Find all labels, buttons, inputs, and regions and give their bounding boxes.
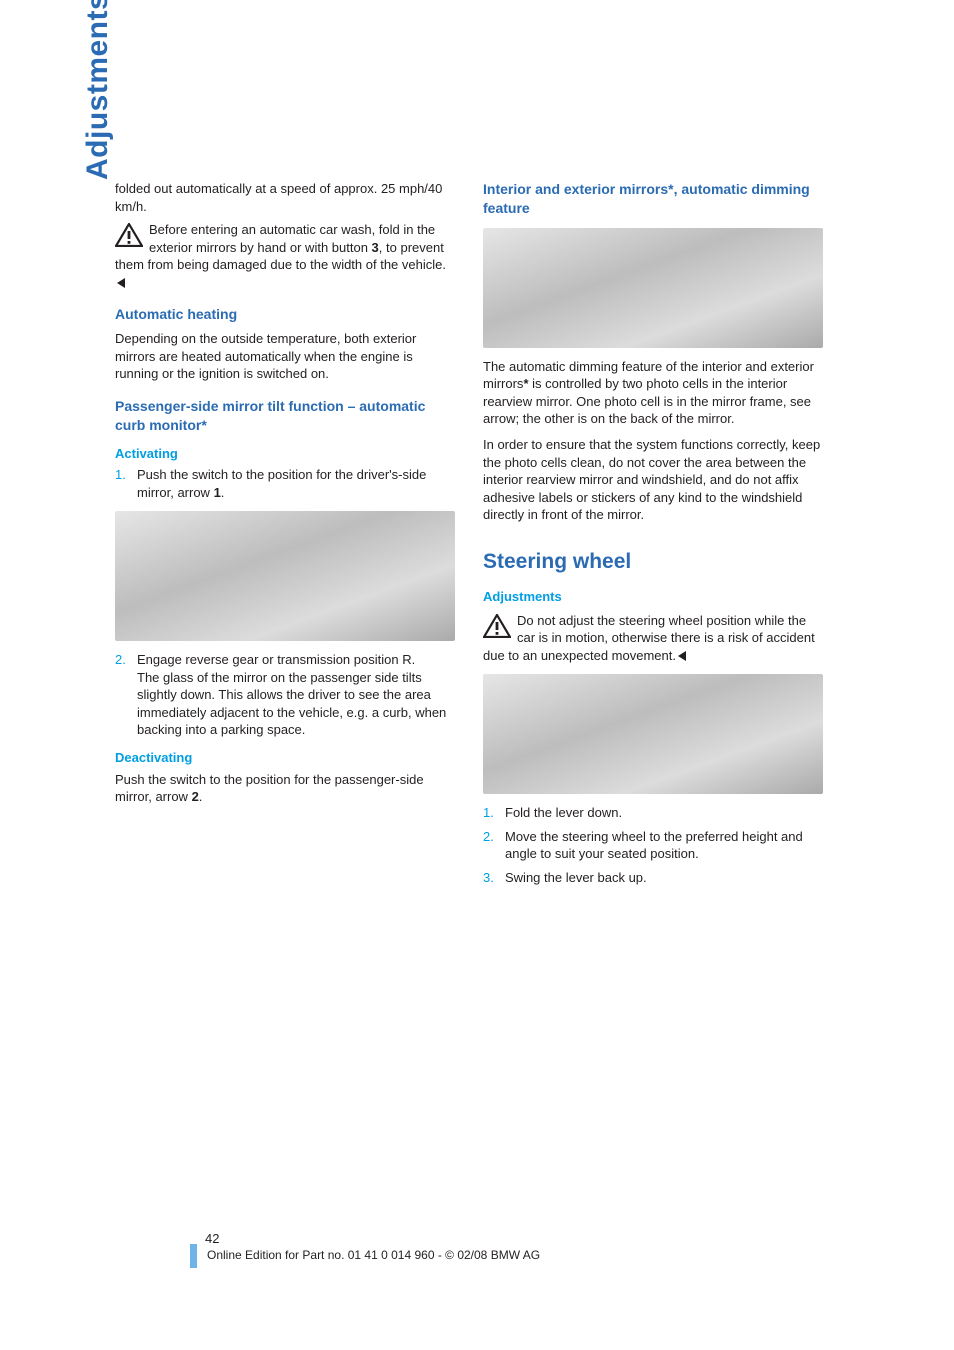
list-text-suffix: .: [221, 485, 225, 500]
list-number: 1.: [115, 466, 126, 484]
list-text-b: The glass of the mirror on the passenger…: [137, 670, 446, 738]
deact-bold-2: 2: [192, 789, 199, 804]
side-tab-adjustments: Adjustments: [78, 0, 119, 180]
heading-passenger-mirror: Passenger-side mirror tilt function – au…: [115, 397, 455, 435]
figure-steering-lever: [483, 674, 823, 794]
list-item: 1. Fold the lever down.: [483, 804, 823, 822]
activating-list-cont: 2. Engage reverse gear or transmission p…: [115, 651, 455, 739]
deact-text-b: .: [199, 789, 203, 804]
list-number: 1.: [483, 804, 494, 822]
list-text: Fold the lever down.: [505, 805, 622, 820]
warning-steering: Do not adjust the steering wheel positio…: [483, 612, 823, 665]
end-marker-icon: [678, 651, 686, 661]
activating-list: 1. Push the switch to the position for t…: [115, 466, 455, 501]
heading-interior-mirrors: Interior and exterior mirrors*, automati…: [483, 180, 823, 218]
right-column: Interior and exterior mirrors*, automati…: [483, 180, 823, 892]
heading-adjustments: Adjustments: [483, 588, 823, 606]
intro-paragraph: folded out automatically at a speed of a…: [115, 180, 455, 215]
list-text-a: Engage reverse gear or transmission posi…: [137, 652, 415, 667]
warning-icon: [483, 614, 511, 638]
list-text: Swing the lever back up.: [505, 870, 647, 885]
page-content: folded out automatically at a speed of a…: [0, 0, 954, 892]
deactivating-body: Push the switch to the position for the …: [115, 771, 455, 806]
footer-bar: [190, 1244, 197, 1268]
left-column: folded out automatically at a speed of a…: [115, 180, 455, 892]
list-item: 2. Engage reverse gear or transmission p…: [115, 651, 455, 739]
warning-carwash: Before entering an automatic car wash, f…: [115, 221, 455, 291]
warning-bold-3: 3: [372, 240, 379, 255]
heading-deactivating: Deactivating: [115, 749, 455, 767]
list-text: Move the steering wheel to the preferred…: [505, 829, 803, 862]
figure-mirror-switch: [115, 511, 455, 641]
warning-steering-text: Do not adjust the steering wheel positio…: [483, 613, 815, 663]
automatic-heating-body: Depending on the outside temperature, bo…: [115, 330, 455, 383]
interior-p2: In order to ensure that the system funct…: [483, 436, 823, 524]
interior-p1: The automatic dimming feature of the int…: [483, 358, 823, 428]
list-item: 2. Move the steering wheel to the preferr…: [483, 828, 823, 863]
heading-automatic-heating: Automatic heating: [115, 305, 455, 324]
list-number: 2.: [115, 651, 126, 669]
list-bold-1: 1: [214, 485, 221, 500]
list-text: Push the switch to the position for the …: [137, 467, 426, 500]
warning-icon: [115, 223, 143, 247]
list-number: 2.: [483, 828, 494, 846]
interior-p1b: is controlled by two photo cells in the …: [483, 376, 811, 426]
end-marker-icon: [117, 278, 125, 288]
footer: Online Edition for Part no. 01 41 0 014 …: [190, 1242, 540, 1268]
heading-steering-wheel: Steering wheel: [483, 548, 823, 576]
deact-text-a: Push the switch to the position for the …: [115, 772, 424, 805]
steering-steps: 1. Fold the lever down. 2. Move the steeri…: [483, 804, 823, 886]
footer-text: Online Edition for Part no. 01 41 0 014 …: [207, 1247, 540, 1263]
list-item: 1. Push the switch to the position for t…: [115, 466, 455, 501]
figure-rearview-mirror: [483, 228, 823, 348]
heading-activating: Activating: [115, 445, 455, 463]
list-item: 3. Swing the lever back up.: [483, 869, 823, 887]
list-number: 3.: [483, 869, 494, 887]
